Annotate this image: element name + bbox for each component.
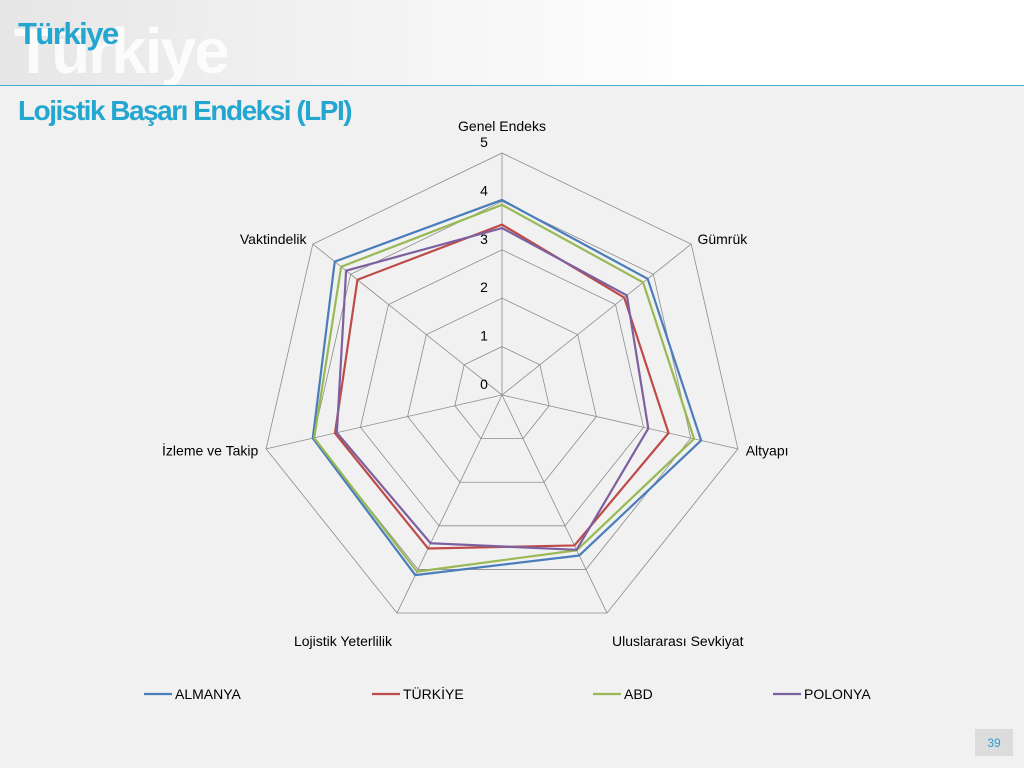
grid-spoke-5 [265,394,503,450]
axis-label: İzleme ve Takip [162,442,258,459]
radar-series [311,198,703,577]
grid-ring-3 [360,249,644,527]
grid-spoke-6 [312,243,503,396]
tick-label: 0 [480,376,488,392]
series-line-polonya [335,226,650,551]
legend-label: ABD [624,686,653,702]
tick-label: 4 [480,182,488,198]
header-divider [0,85,1024,86]
axis-label: Vaktindelik [240,231,308,247]
grid-spoke-1 [501,243,692,396]
grid-spoke-4 [396,394,503,614]
grid-ring-2 [407,297,597,483]
axis-label: Genel Endeks [458,118,546,134]
axis-label: Gümrük [697,231,748,247]
axis-label: Uluslararası Sevkiyat [612,633,744,649]
page-number: 39 [975,729,1013,756]
title-watermark: Türkiye [14,15,230,87]
series-line-almanya [311,198,703,577]
legend-item-polonya: POLONYA [773,686,871,702]
legend-label: ALMANYA [175,686,242,702]
header-band [0,0,1024,86]
chart-legend: ALMANYA TÜRKİYE ABD POLONYA [144,685,871,702]
legend-label: POLONYA [804,686,871,702]
tick-label: 1 [480,328,488,344]
axis-label: Lojistik Yeterlilik [294,633,393,649]
grid-ring-1 [454,346,550,440]
legend-item-almanya: ALMANYA [144,686,242,702]
grid-ring-5 [265,152,739,614]
tick-label: 2 [480,279,488,295]
series-line-abd [313,203,696,573]
tick-label: 3 [480,231,488,247]
slide-title: Türkiye [18,16,119,51]
tick-label: 5 [480,134,488,150]
legend-item-türki̇ye: TÜRKİYE [372,685,464,702]
legend-item-abd: ABD [593,686,653,702]
grid-spoke-2 [501,394,739,450]
slide-subtitle: Lojistik Başarı Endeksi (LPI) [18,95,353,126]
legend-label: TÜRKİYE [403,685,464,702]
radar-grid [265,152,739,614]
axis-label: Altyapı [746,443,789,459]
grid-spoke-3 [501,394,608,614]
